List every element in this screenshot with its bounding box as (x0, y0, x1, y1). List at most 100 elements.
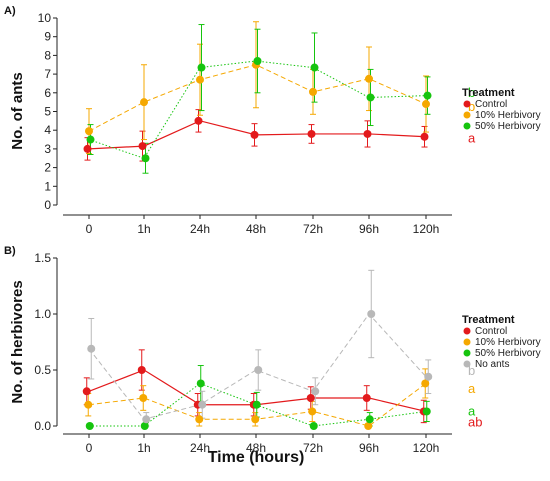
legend-swatch (463, 327, 471, 335)
data-point (196, 75, 204, 84)
data-point (362, 394, 371, 402)
legend-label: Control (475, 326, 507, 337)
chart-panel-1: A) 0 1 2 3 4 5 6 7 8 9 10 0 1h 24h 48h 72h 96h 120h No. of … (4, 5, 541, 236)
data-point (311, 387, 320, 396)
data-point (310, 63, 319, 72)
data-point (138, 142, 147, 151)
significance-letter: b (468, 363, 475, 378)
data-point (195, 415, 204, 424)
x-tick-label: 96h (359, 441, 379, 455)
data-point (365, 74, 373, 83)
data-point (250, 130, 259, 139)
data-point (254, 366, 263, 374)
data-point (421, 379, 430, 388)
y-tick-label: 3 (44, 142, 51, 156)
data-point (422, 407, 431, 416)
data-point (198, 400, 207, 409)
data-point (82, 387, 91, 396)
data-point (197, 63, 206, 72)
data-point (364, 422, 373, 430)
significance-letter: b (468, 85, 475, 100)
y-tick-label: 1.0 (34, 307, 51, 321)
x-tick-label: 72h (303, 441, 323, 455)
legend-label: 10% Herbivory (475, 110, 541, 121)
data-point (142, 415, 151, 424)
data-point (84, 400, 93, 409)
data-point (85, 422, 94, 430)
chart-panel-2: B) 0.0 0.5 1.0 1.5 0 1h 24h 48h 72h 96h 120h No. of … (4, 245, 541, 455)
y-tick-label: 7 (44, 67, 51, 81)
x-tick-label: 24h (190, 441, 210, 455)
legend-swatch (463, 360, 471, 368)
data-point (140, 422, 149, 430)
significance-letter: a (468, 381, 476, 396)
y-tick-label: 5 (44, 105, 51, 119)
x-tick-label: 0 (86, 441, 93, 455)
y-tick-label: 0.5 (34, 363, 51, 377)
legend-swatch (463, 349, 471, 357)
data-point (366, 93, 375, 102)
data-point (137, 366, 146, 374)
y-tick-label: 6 (44, 86, 51, 100)
data-point (365, 415, 374, 424)
legend-swatch (463, 338, 471, 346)
data-point (420, 132, 429, 141)
x-tick-label: 96h (359, 222, 379, 236)
data-point (306, 394, 315, 402)
data-point (251, 415, 260, 424)
x-tick-label: 120h (413, 441, 440, 455)
y-tick-label: 1 (44, 179, 51, 193)
y-axis-title: No. of ants (9, 72, 26, 150)
y-axis-title: No. of herbivores (9, 280, 26, 403)
data-point (139, 394, 148, 402)
legend-title: Treatment (462, 314, 515, 326)
data-point (308, 407, 317, 416)
legend-label: 50% Herbivory (475, 121, 541, 132)
x-tick-label: 48h (246, 222, 266, 236)
significance-letter: a (468, 131, 476, 146)
data-point (252, 400, 261, 409)
data-point (253, 57, 262, 66)
legend-label: 50% Herbivory (475, 348, 541, 359)
data-point (87, 344, 96, 353)
x-tick-label: 24h (190, 222, 210, 236)
x-axis-title: Time (hours) (208, 449, 305, 466)
x-tick-label: 0 (86, 222, 93, 236)
data-point (309, 422, 318, 430)
data-point (363, 129, 372, 138)
data-point (307, 129, 316, 138)
data-point (140, 98, 148, 107)
significance-letter: ab (468, 415, 482, 430)
data-point (86, 135, 95, 144)
y-tick-label: 0 (44, 198, 51, 212)
y-tick-label: 0.0 (34, 419, 51, 433)
legend-title: Treatment (462, 87, 515, 99)
data-point (423, 91, 432, 100)
significance-letter: b (468, 99, 475, 114)
data-point (141, 154, 150, 163)
legend-swatch (463, 100, 471, 108)
data-point (367, 310, 376, 318)
legend-swatch (463, 111, 471, 119)
significance-letter: a (468, 403, 476, 418)
x-tick-label: 120h (413, 222, 440, 236)
data-point (309, 87, 317, 96)
y-tick-label: 4 (44, 123, 51, 137)
y-tick-label: 2 (44, 161, 51, 175)
data-point (424, 372, 433, 381)
data-point (194, 116, 203, 125)
x-tick-label: 1h (137, 441, 150, 455)
y-tick-label: 9 (44, 30, 51, 44)
panel-label: A) (4, 5, 16, 17)
data-point (83, 144, 92, 153)
y-tick-label: 1.5 (34, 251, 51, 265)
legend-swatch (463, 122, 471, 130)
legend-label: No ants (475, 359, 509, 370)
x-tick-label: 48h (246, 441, 266, 455)
panel-label: B) (4, 245, 16, 257)
y-tick-label: 10 (38, 11, 52, 25)
data-point (85, 127, 93, 136)
y-tick-label: 8 (44, 48, 51, 62)
